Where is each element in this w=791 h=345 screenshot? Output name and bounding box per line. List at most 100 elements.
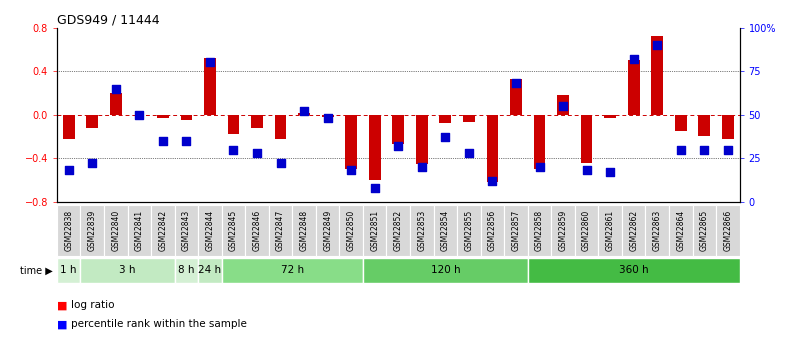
Bar xyxy=(245,205,269,256)
Bar xyxy=(363,258,528,283)
Bar xyxy=(104,205,127,256)
Text: GSM22851: GSM22851 xyxy=(370,210,379,251)
Bar xyxy=(669,205,692,256)
Text: log ratio: log ratio xyxy=(71,300,115,310)
Bar xyxy=(551,205,575,256)
Point xyxy=(463,150,475,156)
Point xyxy=(274,161,287,166)
Bar xyxy=(57,258,81,283)
Bar xyxy=(675,115,687,131)
Text: GSM22859: GSM22859 xyxy=(558,210,567,251)
Point xyxy=(203,60,216,65)
Point xyxy=(533,164,546,170)
Bar xyxy=(293,205,316,256)
Text: GSM22843: GSM22843 xyxy=(182,210,191,251)
Text: GSM22844: GSM22844 xyxy=(206,210,214,251)
Bar xyxy=(645,205,669,256)
Text: ■: ■ xyxy=(57,319,67,329)
Text: GSM22862: GSM22862 xyxy=(629,210,638,251)
Bar xyxy=(557,95,569,115)
Bar xyxy=(416,115,428,164)
Point xyxy=(415,164,428,170)
Text: GSM22842: GSM22842 xyxy=(158,210,168,251)
Text: GSM22858: GSM22858 xyxy=(535,210,544,251)
Bar xyxy=(628,60,640,115)
Bar xyxy=(151,205,175,256)
Text: GSM22848: GSM22848 xyxy=(300,210,308,251)
Bar xyxy=(504,205,528,256)
Point xyxy=(62,168,75,173)
Point xyxy=(157,138,169,144)
Text: 360 h: 360 h xyxy=(619,266,649,275)
Bar xyxy=(204,58,216,115)
Bar xyxy=(252,115,263,128)
Text: GSM22840: GSM22840 xyxy=(112,210,120,251)
Point xyxy=(627,56,640,62)
Bar xyxy=(651,36,663,115)
Point xyxy=(345,168,358,173)
Bar xyxy=(298,112,310,115)
Bar xyxy=(175,258,199,283)
Bar xyxy=(127,205,151,256)
Text: 3 h: 3 h xyxy=(119,266,136,275)
Text: 120 h: 120 h xyxy=(430,266,460,275)
Bar xyxy=(274,115,286,139)
Text: GSM22839: GSM22839 xyxy=(88,210,97,251)
Bar xyxy=(86,115,98,128)
Text: 72 h: 72 h xyxy=(281,266,304,275)
Text: GSM22854: GSM22854 xyxy=(441,210,450,251)
Bar xyxy=(339,205,363,256)
Bar xyxy=(269,205,293,256)
Bar xyxy=(534,115,545,169)
Text: GSM22861: GSM22861 xyxy=(606,210,615,251)
Point xyxy=(651,42,664,48)
Text: GSM22855: GSM22855 xyxy=(464,210,473,251)
Bar xyxy=(433,205,457,256)
Bar xyxy=(440,115,451,124)
Bar xyxy=(157,115,168,118)
Point xyxy=(604,169,616,175)
Bar xyxy=(598,205,622,256)
Text: percentile rank within the sample: percentile rank within the sample xyxy=(71,319,247,329)
Bar xyxy=(716,205,740,256)
Bar xyxy=(575,205,598,256)
Text: GSM22846: GSM22846 xyxy=(252,210,262,251)
Bar xyxy=(316,205,339,256)
Bar xyxy=(463,115,475,122)
Bar xyxy=(604,115,616,118)
Text: GSM22863: GSM22863 xyxy=(653,210,662,251)
Bar xyxy=(180,115,192,120)
Bar xyxy=(199,258,221,283)
Text: ■: ■ xyxy=(57,300,67,310)
Bar xyxy=(346,115,357,169)
Bar xyxy=(363,205,387,256)
Text: GSM22853: GSM22853 xyxy=(418,210,426,251)
Text: GSM22856: GSM22856 xyxy=(488,210,497,251)
Text: GSM22857: GSM22857 xyxy=(512,210,520,251)
Text: 24 h: 24 h xyxy=(199,266,221,275)
Text: GSM22838: GSM22838 xyxy=(64,210,74,251)
Bar xyxy=(722,115,734,139)
Bar xyxy=(81,258,175,283)
Bar xyxy=(510,79,522,115)
Bar xyxy=(622,205,645,256)
Text: GSM22847: GSM22847 xyxy=(276,210,285,251)
Text: GSM22864: GSM22864 xyxy=(676,210,685,251)
Point xyxy=(557,103,570,109)
Bar xyxy=(221,258,363,283)
Point xyxy=(297,108,310,114)
Point xyxy=(86,161,99,166)
Point xyxy=(369,185,381,191)
Text: time ▶: time ▶ xyxy=(21,266,53,275)
Point xyxy=(675,147,687,152)
Text: 8 h: 8 h xyxy=(178,266,195,275)
Bar xyxy=(369,115,380,180)
Point xyxy=(392,143,405,149)
Point xyxy=(486,178,499,184)
Text: 1 h: 1 h xyxy=(60,266,77,275)
Point xyxy=(251,150,263,156)
Text: GSM22845: GSM22845 xyxy=(229,210,238,251)
Bar xyxy=(228,115,240,134)
Bar xyxy=(387,205,410,256)
Bar xyxy=(110,93,122,115)
